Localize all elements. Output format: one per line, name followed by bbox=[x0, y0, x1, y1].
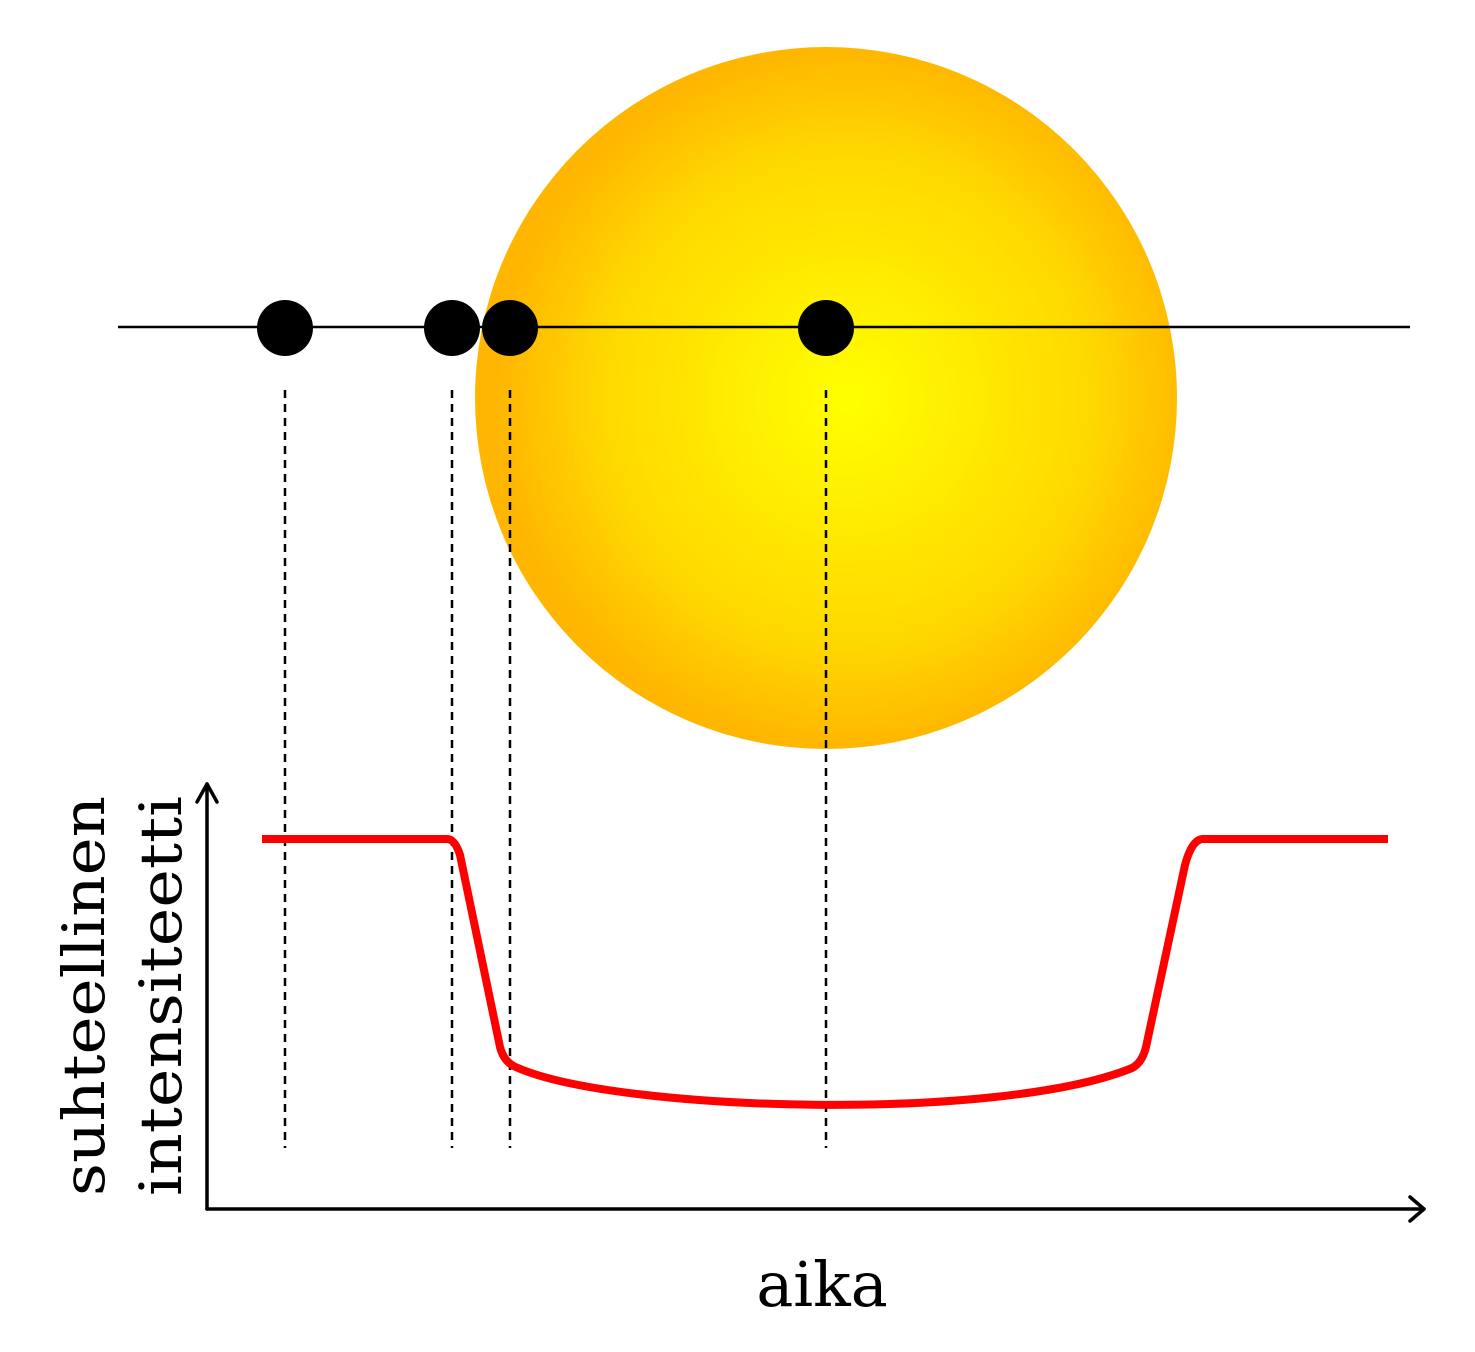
axes bbox=[195, 782, 1426, 1223]
planet-dot-icon bbox=[798, 300, 854, 356]
planet-dot-icon bbox=[482, 300, 538, 356]
x-axis-label: aika bbox=[756, 1248, 887, 1321]
planet-positions bbox=[257, 300, 854, 356]
y-axis-label-line2: intensiteetti bbox=[127, 796, 195, 1196]
x-axis-arrowhead bbox=[1408, 1195, 1426, 1223]
y-axis-arrowhead bbox=[195, 782, 219, 804]
guide-lines bbox=[283, 390, 828, 1148]
y-axis-label: suhteellinen intensiteetti bbox=[50, 796, 195, 1196]
planet-dot-icon bbox=[424, 300, 480, 356]
y-axis-label-line1: suhteellinen bbox=[50, 796, 118, 1196]
planet-dot-icon bbox=[257, 300, 313, 356]
light-curve bbox=[262, 835, 1388, 1109]
